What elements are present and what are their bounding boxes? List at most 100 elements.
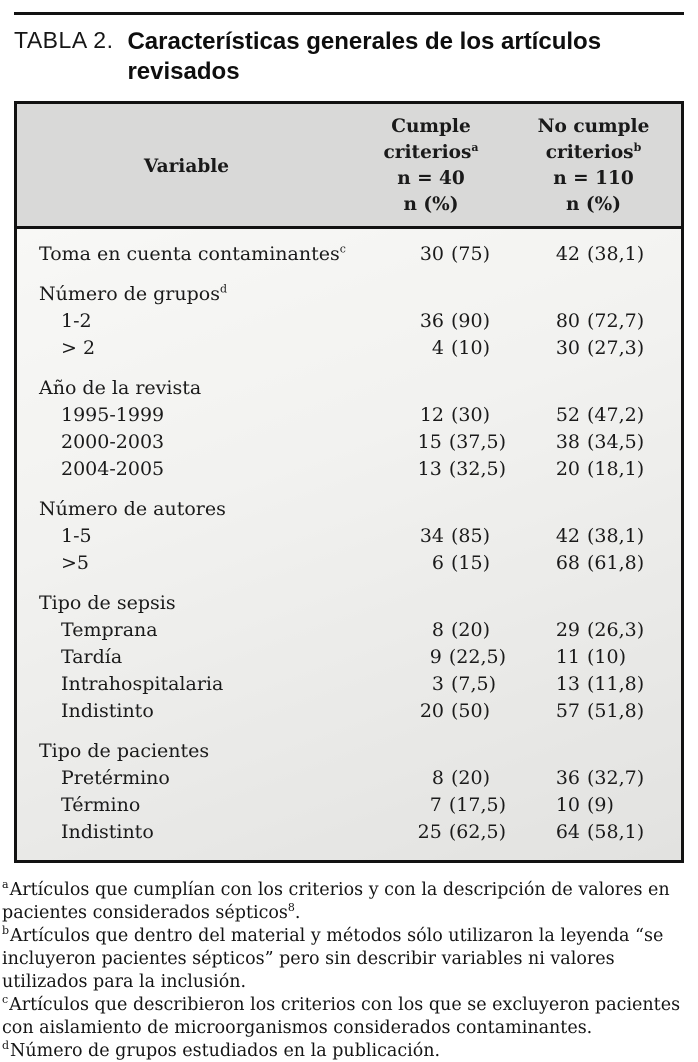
table-row: 1-2 36 (90) 80 (72,7) — [17, 308, 681, 335]
cell-cumple — [356, 375, 506, 402]
footnote-marker: d — [2, 1039, 10, 1053]
row-label: Toma en cuenta contaminantesc — [39, 242, 346, 265]
row-label: Indistinto — [61, 821, 154, 843]
cell-cumple — [356, 281, 506, 308]
footnote-ref-a: a — [471, 140, 479, 154]
table-row: Pretérmino 8 (20) 36 (32,7) — [17, 765, 681, 792]
cell-cumple: 4 (10) — [431, 337, 491, 359]
table-row: Tardía 9 (22,5) 11 (10) — [17, 644, 681, 671]
row-label: 2000-2003 — [61, 431, 165, 453]
table-row: Año de la revista — [17, 375, 681, 402]
cell-no-cumple: 80 (72,7) — [555, 310, 645, 332]
cell-no-cumple — [506, 496, 681, 523]
table-row: Indistinto 20 (50) 57 (51,8) — [17, 698, 681, 725]
cell-no-cumple: 20 (18,1) — [555, 458, 645, 480]
cell-cumple: 8 (20) — [431, 767, 491, 789]
cell-cumple: 6 (15) — [431, 552, 491, 574]
cell-no-cumple: 30 (27,3) — [555, 337, 645, 359]
column-header-no-cumple: No cumple criteriosb n = 110 n (%) — [537, 116, 650, 215]
row-label: 1-2 — [61, 310, 92, 332]
table-row: 1-5 34 (85) 42 (38,1) — [17, 523, 681, 550]
table-row: Toma en cuenta contaminantesc 30 (75) 42(… — [17, 241, 681, 268]
table-row: >5 6 (15) 68 (61,8) — [17, 550, 681, 577]
footnote-marker: a — [2, 878, 9, 892]
cell-no-cumple — [506, 738, 681, 765]
cell-cumple: 15 (37,5) — [417, 431, 506, 453]
cell-cumple: 7 (17,5) — [429, 794, 506, 816]
footnote: bArtículos que dentro del material y mét… — [2, 924, 664, 992]
cell-no-cumple — [506, 590, 681, 617]
table-row: Indistinto 25 (62,5) 64 (58,1) — [17, 819, 681, 846]
row-label: Número de gruposd — [39, 282, 228, 305]
cell-no-cumple: 52 (47,2) — [555, 404, 645, 426]
table-row: Número de gruposd — [17, 281, 681, 308]
cell-no-cumple: 38 (34,5) — [555, 431, 645, 453]
footnote: cArtículos que describieron los criterio… — [2, 993, 681, 1038]
row-label: 1995-1999 — [61, 404, 165, 426]
row-label: Término — [61, 794, 141, 816]
cell-cumple: 3 (7,5) — [431, 673, 497, 695]
column-header-variable: Variable — [143, 155, 230, 177]
column-header-cumple: Cumple criteriosa n = 40 n (%) — [383, 116, 479, 215]
top-rule — [14, 12, 684, 15]
cell-cumple: 20 (50) — [419, 700, 491, 722]
cell-no-cumple: 42 (38,1) — [555, 243, 645, 265]
footnote-marker: b — [2, 924, 10, 938]
row-label: Tardía — [61, 646, 123, 668]
row-label: > 2 — [61, 337, 96, 359]
cell-no-cumple: 13 (11,8) — [555, 673, 645, 695]
footnote: aArtículos que cumplían con los criterio… — [2, 878, 670, 923]
cell-cumple: 34 (85) — [419, 525, 491, 547]
document-page: TABLA 2. Características generales de lo… — [0, 12, 698, 1062]
table-header: Variable Cumple criteriosa n = 40 n (%) … — [17, 104, 681, 229]
row-label: Intrahospitalaria — [61, 673, 224, 695]
cell-no-cumple: 42 (38,1) — [555, 525, 645, 547]
cell-cumple: 30 (75) — [419, 243, 491, 265]
row-label: Tipo de sepsis — [39, 592, 176, 614]
cell-no-cumple: 29 (26,3) — [555, 619, 645, 641]
cell-no-cumple: 36 (32,7) — [555, 767, 645, 789]
table-row: > 2 4 (10) 30 (27,3) — [17, 335, 681, 362]
row-label: Año de la revista — [39, 377, 202, 399]
row-label: Indistinto — [61, 700, 154, 722]
row-label: Temprana — [61, 619, 158, 641]
row-label: Pretérmino — [61, 767, 170, 789]
cell-cumple: 36 (90) — [419, 310, 491, 332]
data-table: Variable Cumple criteriosa n = 40 n (%) … — [14, 101, 684, 863]
table-row: Intrahospitalaria 3 (7,5) 13 (11,8) — [17, 671, 681, 698]
table-body: Toma en cuenta contaminantesc 30 (75) 42(… — [17, 229, 681, 860]
table-row: Temprana 8 (20) 29 (26,3) — [17, 617, 681, 644]
cell-no-cumple: 64 (58,1) — [555, 821, 645, 843]
cell-no-cumple: 11 (10) — [555, 646, 627, 668]
cell-cumple: 13 (32,5) — [417, 458, 506, 480]
cell-no-cumple — [506, 281, 681, 308]
table-row: Tipo de pacientes — [17, 738, 681, 765]
cell-cumple — [356, 496, 506, 523]
cell-cumple — [356, 590, 506, 617]
table-row: Número de autores — [17, 496, 681, 523]
cell-cumple — [356, 738, 506, 765]
table-row: 2000-2003 15 (37,5) 38 (34,5) — [17, 429, 681, 456]
row-label: 2004-2005 — [61, 458, 165, 480]
row-label: >5 — [61, 552, 90, 574]
table-row: 2004-2005 13 (32,5) 20 (18,1) — [17, 456, 681, 483]
footnotes: aArtículos que cumplían con los criterio… — [2, 879, 694, 1062]
cell-no-cumple: 10 (9) — [555, 794, 614, 816]
cell-cumple: 25 (62,5) — [417, 821, 506, 843]
footnote-marker: c — [2, 993, 9, 1007]
cell-cumple: 9 (22,5) — [429, 646, 506, 668]
cell-no-cumple: 68 (61,8) — [555, 552, 645, 574]
cell-cumple: 12 (30) — [419, 404, 491, 426]
cell-cumple: 8 (20) — [431, 619, 491, 641]
row-label: 1-5 — [61, 525, 92, 547]
cell-no-cumple: 57 (51,8) — [555, 700, 645, 722]
table-row: Término 7 (17,5) 10 (9) — [17, 792, 681, 819]
row-label: Tipo de pacientes — [39, 740, 210, 762]
page-title: Características generales de los artícul… — [127, 28, 602, 85]
table-number: TABLA 2. — [14, 27, 114, 53]
table-row: Tipo de sepsis — [17, 590, 681, 617]
cell-no-cumple — [506, 375, 681, 402]
row-label: Número de autores — [39, 498, 226, 520]
footnote-ref-b: b — [633, 140, 642, 154]
table-caption: TABLA 2. Características generales de lo… — [14, 27, 684, 87]
